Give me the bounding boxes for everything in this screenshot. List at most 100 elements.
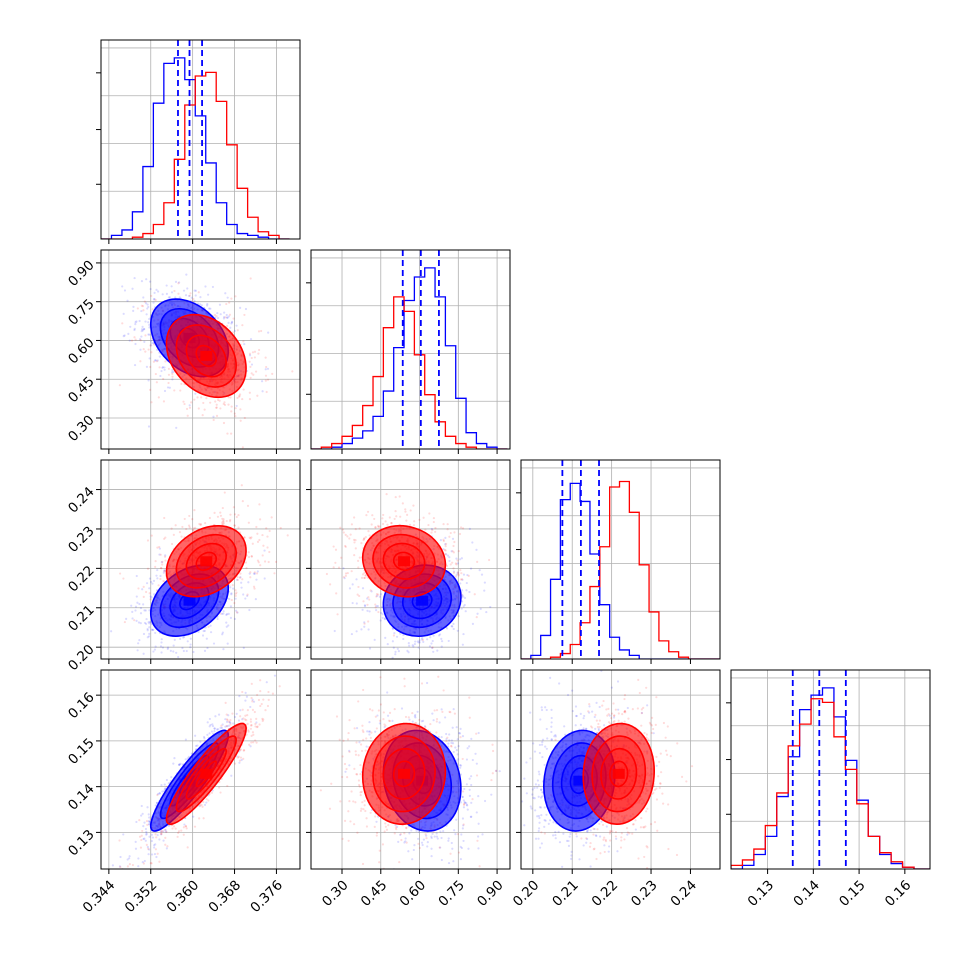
sample-point (250, 277, 252, 279)
sample-point (258, 539, 260, 541)
sample-point (353, 516, 355, 518)
sample-point (144, 334, 146, 336)
sample-point (428, 512, 430, 514)
sample-point (254, 351, 256, 353)
sample-point (148, 621, 150, 623)
sample-point (222, 507, 224, 509)
sample-point (153, 844, 155, 846)
sample-point (154, 648, 156, 650)
sample-point (137, 587, 139, 589)
sample-point (242, 340, 244, 342)
sample-point (238, 719, 240, 721)
scatter-panel-0-2 (96, 460, 305, 671)
sample-point (248, 556, 250, 558)
sample-point (407, 651, 409, 653)
sample-point (382, 523, 384, 525)
sample-point (223, 610, 225, 612)
sample-point (129, 855, 131, 857)
sample-point (374, 526, 376, 528)
sample-point (233, 602, 235, 604)
sample-point (195, 294, 197, 296)
sample-point (262, 545, 264, 547)
sample-point (260, 330, 262, 332)
sample-point (394, 518, 396, 520)
sample-point (147, 303, 149, 305)
sample-point (158, 838, 160, 840)
sample-point (152, 650, 154, 652)
sample-point (162, 293, 164, 295)
sample-point (169, 296, 171, 298)
sample-point (440, 638, 442, 640)
sample-point (158, 366, 160, 368)
sample-point (248, 551, 250, 553)
sample-point (132, 306, 134, 308)
sample-point (230, 592, 232, 594)
sample-point (147, 306, 149, 308)
sample-point (171, 285, 173, 287)
sample-point (442, 523, 444, 525)
sample-point (192, 529, 194, 531)
panel-background (311, 250, 510, 449)
sample-point (457, 630, 459, 632)
sample-point (217, 317, 219, 319)
sample-point (134, 609, 136, 611)
sample-point (147, 629, 149, 631)
sample-point (375, 606, 377, 608)
sample-point (156, 360, 158, 362)
sample-point (258, 349, 260, 351)
sample-point (214, 715, 216, 717)
sample-point (166, 779, 168, 781)
sample-point (235, 407, 237, 409)
sample-point (448, 640, 450, 642)
sample-point (189, 292, 191, 294)
sample-point (264, 560, 266, 562)
sample-point (160, 370, 162, 372)
sample-point (453, 531, 455, 533)
sample-point (133, 277, 135, 279)
panel-background (101, 40, 300, 239)
sample-point (214, 400, 216, 402)
sample-point (418, 519, 420, 521)
sample-point (251, 363, 253, 365)
sample-point (151, 840, 153, 842)
sample-point (244, 597, 246, 599)
sample-point (212, 416, 214, 418)
sample-point (236, 576, 238, 578)
sample-point (216, 618, 218, 620)
sample-point (160, 567, 162, 569)
sample-point (143, 596, 145, 598)
sample-point (445, 543, 447, 545)
sample-point (143, 653, 145, 655)
sample-point (444, 553, 446, 555)
sample-point (139, 320, 141, 322)
sample-point (134, 364, 136, 366)
sample-point (157, 290, 159, 292)
sample-point (140, 814, 142, 816)
sample-point (436, 650, 438, 652)
sample-point (242, 446, 244, 448)
sample-point (143, 586, 145, 588)
sample-point (171, 528, 173, 530)
sample-point (149, 592, 151, 594)
sample-point (365, 514, 367, 516)
sample-point (213, 730, 215, 732)
sample-point (249, 361, 251, 363)
sample-point (135, 339, 137, 341)
sample-point (121, 322, 123, 324)
sample-point (225, 303, 227, 305)
sample-point (149, 577, 151, 579)
sample-point (251, 700, 253, 702)
sample-point (235, 325, 237, 327)
sample-point (333, 545, 335, 547)
sample-point (216, 415, 218, 417)
sample-point (170, 650, 172, 652)
sample-point (261, 380, 263, 382)
sample-point (476, 616, 478, 618)
sample-point (402, 638, 404, 640)
sample-point (236, 611, 238, 613)
sample-point (382, 617, 384, 619)
sample-point (121, 285, 123, 287)
sample-point (234, 415, 236, 417)
sample-point (441, 640, 443, 642)
sample-point (335, 549, 337, 551)
